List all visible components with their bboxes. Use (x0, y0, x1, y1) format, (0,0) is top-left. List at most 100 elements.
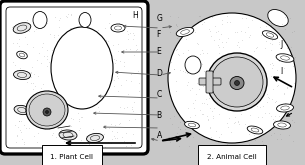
Point (176, 54, 181, 56)
Ellipse shape (207, 53, 267, 111)
Point (112, 58, 117, 60)
Text: D: D (156, 69, 162, 78)
Point (219, 33, 224, 35)
Point (221, 46, 226, 49)
Point (174, 30, 179, 33)
Point (67, 77, 72, 79)
Point (124, 48, 129, 51)
Point (241, 94, 246, 97)
Ellipse shape (29, 94, 65, 126)
Point (46, 108, 51, 111)
Point (291, 82, 296, 84)
Point (13, 123, 18, 126)
Point (126, 119, 131, 121)
Point (45, 89, 50, 91)
Point (228, 89, 232, 92)
Point (23, 101, 28, 104)
Point (264, 19, 269, 22)
Point (238, 82, 243, 84)
Point (235, 43, 239, 46)
Point (81, 28, 86, 31)
Point (246, 35, 251, 38)
Ellipse shape (87, 133, 103, 143)
Point (72, 49, 77, 51)
Point (19, 22, 23, 25)
Point (246, 105, 251, 108)
Point (67, 75, 72, 77)
Point (31, 30, 36, 33)
Point (168, 15, 173, 17)
Point (176, 126, 181, 129)
Point (64, 62, 69, 65)
Point (279, 22, 284, 25)
Point (207, 107, 212, 110)
Point (114, 137, 119, 139)
Point (56, 95, 60, 97)
Point (178, 128, 183, 131)
Point (185, 107, 190, 109)
Point (231, 51, 236, 54)
Point (187, 144, 192, 147)
Point (278, 127, 283, 129)
Point (92, 133, 97, 136)
Point (207, 96, 212, 99)
Point (283, 102, 288, 104)
Point (196, 21, 201, 24)
Point (288, 17, 292, 19)
Point (116, 90, 120, 93)
Ellipse shape (13, 23, 31, 33)
Point (28, 76, 33, 78)
Point (63, 99, 68, 102)
Point (80, 41, 85, 43)
Point (108, 123, 113, 125)
Point (103, 63, 108, 65)
Point (86, 13, 91, 16)
Point (122, 140, 127, 142)
Point (86, 143, 91, 146)
Point (21, 143, 26, 146)
Text: I: I (281, 67, 283, 76)
Point (255, 132, 260, 134)
Point (200, 63, 205, 66)
Ellipse shape (185, 121, 199, 129)
Point (58, 61, 63, 64)
Point (208, 29, 213, 32)
Point (131, 31, 135, 34)
Point (116, 77, 121, 80)
Point (273, 100, 278, 103)
Point (216, 43, 221, 46)
Point (187, 89, 192, 91)
Point (115, 131, 120, 133)
Point (71, 118, 76, 121)
Point (31, 134, 36, 137)
Point (242, 31, 247, 33)
Point (80, 116, 85, 118)
Point (182, 71, 187, 73)
Point (209, 93, 214, 95)
Point (63, 15, 68, 17)
Point (68, 117, 73, 119)
Point (131, 101, 136, 103)
Point (66, 62, 71, 65)
Point (188, 72, 193, 75)
Point (15, 68, 20, 71)
Point (196, 69, 201, 72)
Point (52, 64, 56, 66)
Point (96, 29, 101, 32)
Point (131, 133, 135, 135)
Point (216, 51, 221, 54)
Ellipse shape (14, 105, 30, 115)
Point (134, 49, 138, 52)
Point (289, 31, 294, 33)
Point (219, 19, 224, 21)
Point (22, 36, 27, 38)
Point (178, 128, 183, 130)
Point (17, 77, 22, 79)
Point (169, 123, 174, 126)
Point (205, 118, 210, 120)
Point (55, 77, 59, 80)
Point (97, 110, 102, 113)
Point (210, 16, 215, 18)
Point (63, 59, 68, 61)
Point (255, 86, 260, 89)
